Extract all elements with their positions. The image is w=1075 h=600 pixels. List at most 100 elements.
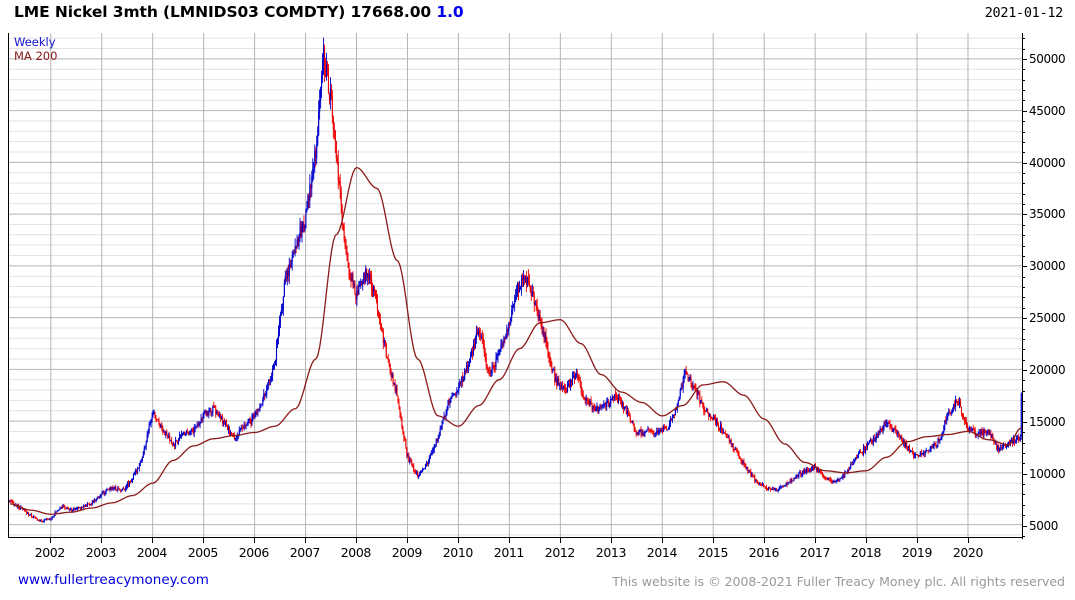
price-tick bbox=[1022, 214, 1027, 216]
price-tick bbox=[1022, 421, 1027, 423]
price-tick bbox=[1022, 276, 1025, 278]
price-tick bbox=[1022, 473, 1027, 475]
price-tick bbox=[1022, 131, 1025, 133]
price-tick bbox=[1022, 515, 1025, 517]
price-tick bbox=[1022, 172, 1025, 174]
price-tick bbox=[1022, 266, 1027, 268]
price-tick bbox=[1022, 110, 1027, 112]
date-tick bbox=[865, 538, 867, 543]
price-tick bbox=[1022, 193, 1025, 195]
price-axis-label: 40000 bbox=[1029, 155, 1066, 170]
price-tick bbox=[1022, 484, 1025, 486]
price-tick bbox=[1022, 328, 1025, 330]
price-tick bbox=[1022, 90, 1025, 92]
date-tick bbox=[712, 538, 714, 543]
date-tick bbox=[967, 538, 969, 543]
footer-copyright: This website is © 2008-2021 Fuller Treac… bbox=[612, 574, 1065, 589]
price-tick bbox=[1022, 504, 1025, 506]
date-axis-label: 2009 bbox=[391, 545, 423, 560]
date-tick bbox=[610, 538, 612, 543]
date-tick bbox=[253, 538, 255, 543]
price-axis-label: 50000 bbox=[1029, 51, 1066, 66]
date-axis-label: 2017 bbox=[799, 545, 831, 560]
price-tick bbox=[1022, 442, 1025, 444]
date-tick bbox=[406, 538, 408, 543]
date-tick bbox=[100, 538, 102, 543]
price-tick bbox=[1022, 525, 1027, 527]
date-tick bbox=[202, 538, 204, 543]
date-tick bbox=[814, 538, 816, 543]
date-axis-label: 2011 bbox=[493, 545, 525, 560]
price-tick bbox=[1022, 204, 1025, 206]
price-tick bbox=[1022, 287, 1025, 289]
date-axis-label: 2007 bbox=[289, 545, 321, 560]
date-tick bbox=[304, 538, 306, 543]
price-tick bbox=[1022, 359, 1025, 361]
date-axis-label: 2013 bbox=[595, 545, 627, 560]
price-tick bbox=[1022, 235, 1025, 237]
date-axis-label: 2018 bbox=[850, 545, 882, 560]
price-tick bbox=[1022, 349, 1025, 351]
price-tick bbox=[1022, 58, 1027, 60]
chart-date: 2021-01-12 bbox=[984, 5, 1064, 21]
date-axis: 2002 2003 2004 2005 2006 2007 2008 2009 2010 2011… bbox=[8, 538, 1022, 568]
date-axis-label: 2004 bbox=[136, 545, 168, 560]
price-tick bbox=[1022, 338, 1025, 340]
chart-footer: www.fullertreacymoney.com This website i… bbox=[0, 572, 1075, 600]
date-axis-label: 2003 bbox=[85, 545, 117, 560]
price-tick bbox=[1022, 255, 1025, 257]
date-tick bbox=[763, 538, 765, 543]
date-axis-label: 2010 bbox=[442, 545, 474, 560]
price-axis-label: 5000 bbox=[1029, 518, 1058, 533]
date-axis-label: 2015 bbox=[697, 545, 729, 560]
price-tick bbox=[1022, 494, 1025, 496]
chart-canvas bbox=[9, 33, 1022, 537]
price-tick bbox=[1022, 463, 1025, 465]
price-tick bbox=[1022, 183, 1025, 185]
last-price: 17668.00 bbox=[350, 3, 432, 21]
price-axis-line bbox=[1022, 33, 1024, 539]
price-tick bbox=[1022, 297, 1025, 299]
price-axis-label: 45000 bbox=[1029, 103, 1066, 118]
price-chart-plot[interactable]: Weekly MA 200 bbox=[8, 33, 1022, 538]
price-axis: 5000 10000 15000 20000 25000 30000 35000 40000 4… bbox=[1022, 33, 1075, 540]
price-tick bbox=[1022, 121, 1025, 123]
price-tick bbox=[1022, 390, 1025, 392]
price-tick bbox=[1022, 432, 1025, 434]
chart-header: LME Nickel 3mth (LMNIDS03 COMDTY) 17668.… bbox=[0, 0, 1075, 28]
price-axis-label: 10000 bbox=[1029, 466, 1066, 481]
price-tick bbox=[1022, 411, 1025, 413]
date-tick bbox=[508, 538, 510, 543]
date-tick bbox=[355, 538, 357, 543]
date-axis-label: 2006 bbox=[238, 545, 270, 560]
date-axis-label: 2002 bbox=[34, 545, 66, 560]
price-tick bbox=[1022, 141, 1025, 143]
price-tick bbox=[1022, 162, 1027, 164]
price-tick bbox=[1022, 48, 1025, 50]
date-axis-label: 2014 bbox=[646, 545, 678, 560]
price-axis-label: 30000 bbox=[1029, 259, 1066, 274]
date-tick bbox=[457, 538, 459, 543]
tick-value: 1.0 bbox=[436, 3, 464, 21]
date-tick bbox=[559, 538, 561, 543]
price-tick bbox=[1022, 100, 1025, 102]
footer-website-link[interactable]: www.fullertreacymoney.com bbox=[18, 572, 209, 588]
price-tick bbox=[1022, 224, 1025, 226]
price-tick bbox=[1022, 38, 1025, 40]
date-axis-label: 2012 bbox=[544, 545, 576, 560]
price-tick bbox=[1022, 79, 1025, 81]
price-axis-label: 15000 bbox=[1029, 414, 1066, 429]
price-tick bbox=[1022, 318, 1027, 320]
price-axis-label: 35000 bbox=[1029, 207, 1066, 222]
price-tick bbox=[1022, 380, 1025, 382]
date-axis-label: 2008 bbox=[340, 545, 372, 560]
instrument-name: LME Nickel 3mth (LMNIDS03 COMDTY) bbox=[14, 3, 346, 21]
date-axis-label: 2020 bbox=[952, 545, 984, 560]
date-tick bbox=[151, 538, 153, 543]
price-axis-label: 20000 bbox=[1029, 363, 1066, 377]
price-tick bbox=[1022, 401, 1025, 403]
date-tick bbox=[661, 538, 663, 543]
date-tick bbox=[916, 538, 918, 543]
price-tick bbox=[1022, 452, 1025, 454]
price-axis-label: 25000 bbox=[1029, 311, 1066, 326]
